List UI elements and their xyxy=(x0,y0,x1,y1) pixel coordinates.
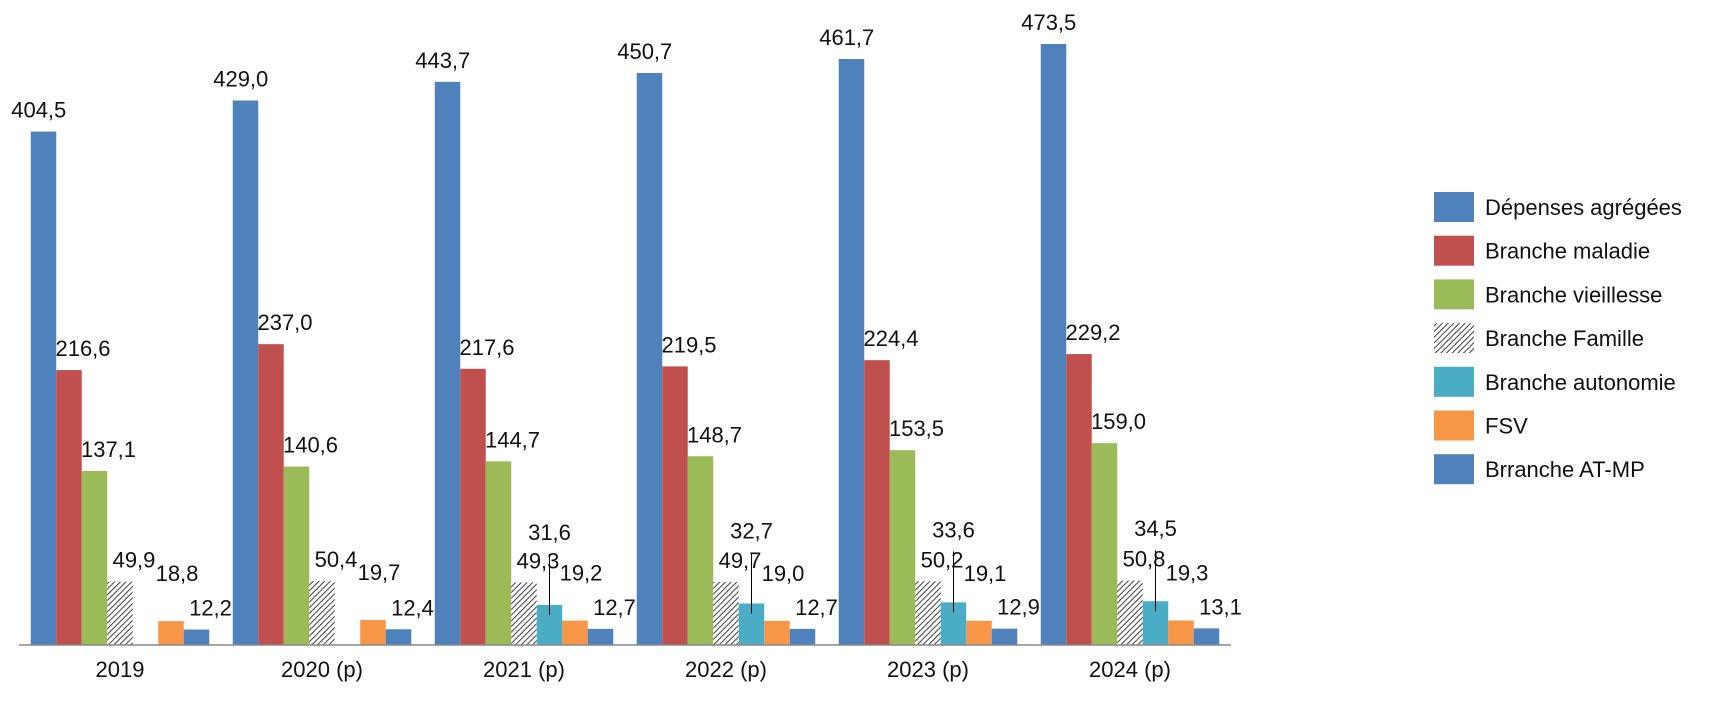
bar xyxy=(838,58,865,645)
bar xyxy=(30,131,57,646)
bar xyxy=(56,370,82,645)
data-label: 443,7 xyxy=(415,48,470,73)
bar xyxy=(636,72,663,645)
data-label: 31,6 xyxy=(528,520,571,545)
data-label: 461,7 xyxy=(819,25,874,50)
data-label: 18,8 xyxy=(156,561,199,586)
bar xyxy=(864,360,890,645)
legend-label: Branche vieillesse xyxy=(1485,282,1662,307)
bar xyxy=(1117,580,1143,645)
bar xyxy=(1168,620,1194,645)
data-label: 237,0 xyxy=(257,310,312,335)
data-label: 12,2 xyxy=(189,596,232,621)
data-label: 49,3 xyxy=(517,548,560,573)
bar xyxy=(309,581,335,645)
data-label: 224,4 xyxy=(863,326,918,351)
data-label: 229,2 xyxy=(1065,320,1120,345)
legend-swatch xyxy=(1434,235,1474,266)
x-tick-label: 2019 xyxy=(96,657,145,682)
data-label: 12,9 xyxy=(997,595,1040,620)
data-label: 217,6 xyxy=(459,335,514,360)
bar xyxy=(991,628,1018,645)
data-label: 34,5 xyxy=(1134,516,1177,541)
data-label: 216,6 xyxy=(55,336,110,361)
bar xyxy=(713,581,739,645)
x-tick-label: 2020 (p) xyxy=(281,657,363,682)
data-label: 50,2 xyxy=(921,547,964,572)
bar xyxy=(158,621,184,645)
bar xyxy=(107,581,133,645)
data-label: 49,7 xyxy=(719,548,762,573)
data-label: 50,4 xyxy=(315,547,358,572)
data-label: 50,8 xyxy=(1123,547,1166,572)
legend-label: Brranche AT-MP xyxy=(1485,457,1645,482)
x-tick-label: 2023 (p) xyxy=(887,657,969,682)
bar xyxy=(587,628,614,645)
bar xyxy=(385,629,412,645)
legend-swatch xyxy=(1434,279,1474,310)
bar xyxy=(232,100,259,646)
bar xyxy=(81,470,108,645)
bar xyxy=(1193,628,1220,645)
bar xyxy=(764,620,790,645)
bar xyxy=(434,81,461,646)
data-label: 219,5 xyxy=(661,332,716,357)
data-label: 473,5 xyxy=(1021,10,1076,35)
data-label: 19,0 xyxy=(762,561,805,586)
legend-label: Branche autonomie xyxy=(1485,370,1676,395)
data-label: 450,7 xyxy=(617,39,672,64)
data-label: 19,1 xyxy=(964,561,1007,586)
data-label: 32,7 xyxy=(730,518,773,543)
legend-swatch xyxy=(1434,366,1474,397)
bar xyxy=(1066,354,1092,645)
x-tick-label: 2024 (p) xyxy=(1089,657,1171,682)
legend-swatch xyxy=(1434,192,1474,222)
bar xyxy=(562,620,588,645)
data-label: 19,7 xyxy=(358,560,401,585)
data-label: 148,7 xyxy=(687,422,742,447)
bar xyxy=(1091,443,1118,645)
bar xyxy=(460,368,486,645)
data-label: 12,7 xyxy=(593,595,636,620)
legend-label: Branche maladie xyxy=(1485,239,1650,264)
data-label: 429,0 xyxy=(213,66,268,91)
bar xyxy=(183,629,210,645)
data-label: 144,7 xyxy=(485,427,540,452)
legend-swatch xyxy=(1434,323,1474,354)
data-label: 12,4 xyxy=(391,595,434,620)
bar xyxy=(966,620,992,645)
data-label: 404,5 xyxy=(11,98,66,123)
bar xyxy=(283,466,310,645)
data-label: 49,9 xyxy=(113,548,156,573)
data-label: 12,7 xyxy=(795,595,838,620)
bar xyxy=(687,456,714,645)
data-label: 137,1 xyxy=(81,437,136,462)
data-label: 140,6 xyxy=(283,433,338,458)
legend-label: Dépenses agrégées xyxy=(1485,195,1682,220)
bar xyxy=(485,461,512,645)
legend-swatch xyxy=(1434,454,1474,485)
legend-label: FSV xyxy=(1485,414,1528,439)
bar xyxy=(360,619,386,645)
data-label: 13,1 xyxy=(1199,594,1242,619)
legend-label: Branche Famille xyxy=(1485,326,1644,351)
data-label: 153,5 xyxy=(889,416,944,441)
bar xyxy=(1040,44,1067,645)
x-tick-label: 2021 (p) xyxy=(483,657,565,682)
bar xyxy=(915,581,941,645)
bar xyxy=(789,628,816,645)
data-label: 19,2 xyxy=(560,561,603,586)
bar xyxy=(511,582,537,645)
legend-swatch xyxy=(1434,410,1474,441)
data-label: 159,0 xyxy=(1091,409,1146,434)
x-tick-label: 2022 (p) xyxy=(685,657,767,682)
data-label: 19,3 xyxy=(1166,561,1209,586)
bar xyxy=(889,450,916,645)
bar xyxy=(662,366,688,645)
data-label: 33,6 xyxy=(932,517,975,542)
bar xyxy=(258,344,284,645)
